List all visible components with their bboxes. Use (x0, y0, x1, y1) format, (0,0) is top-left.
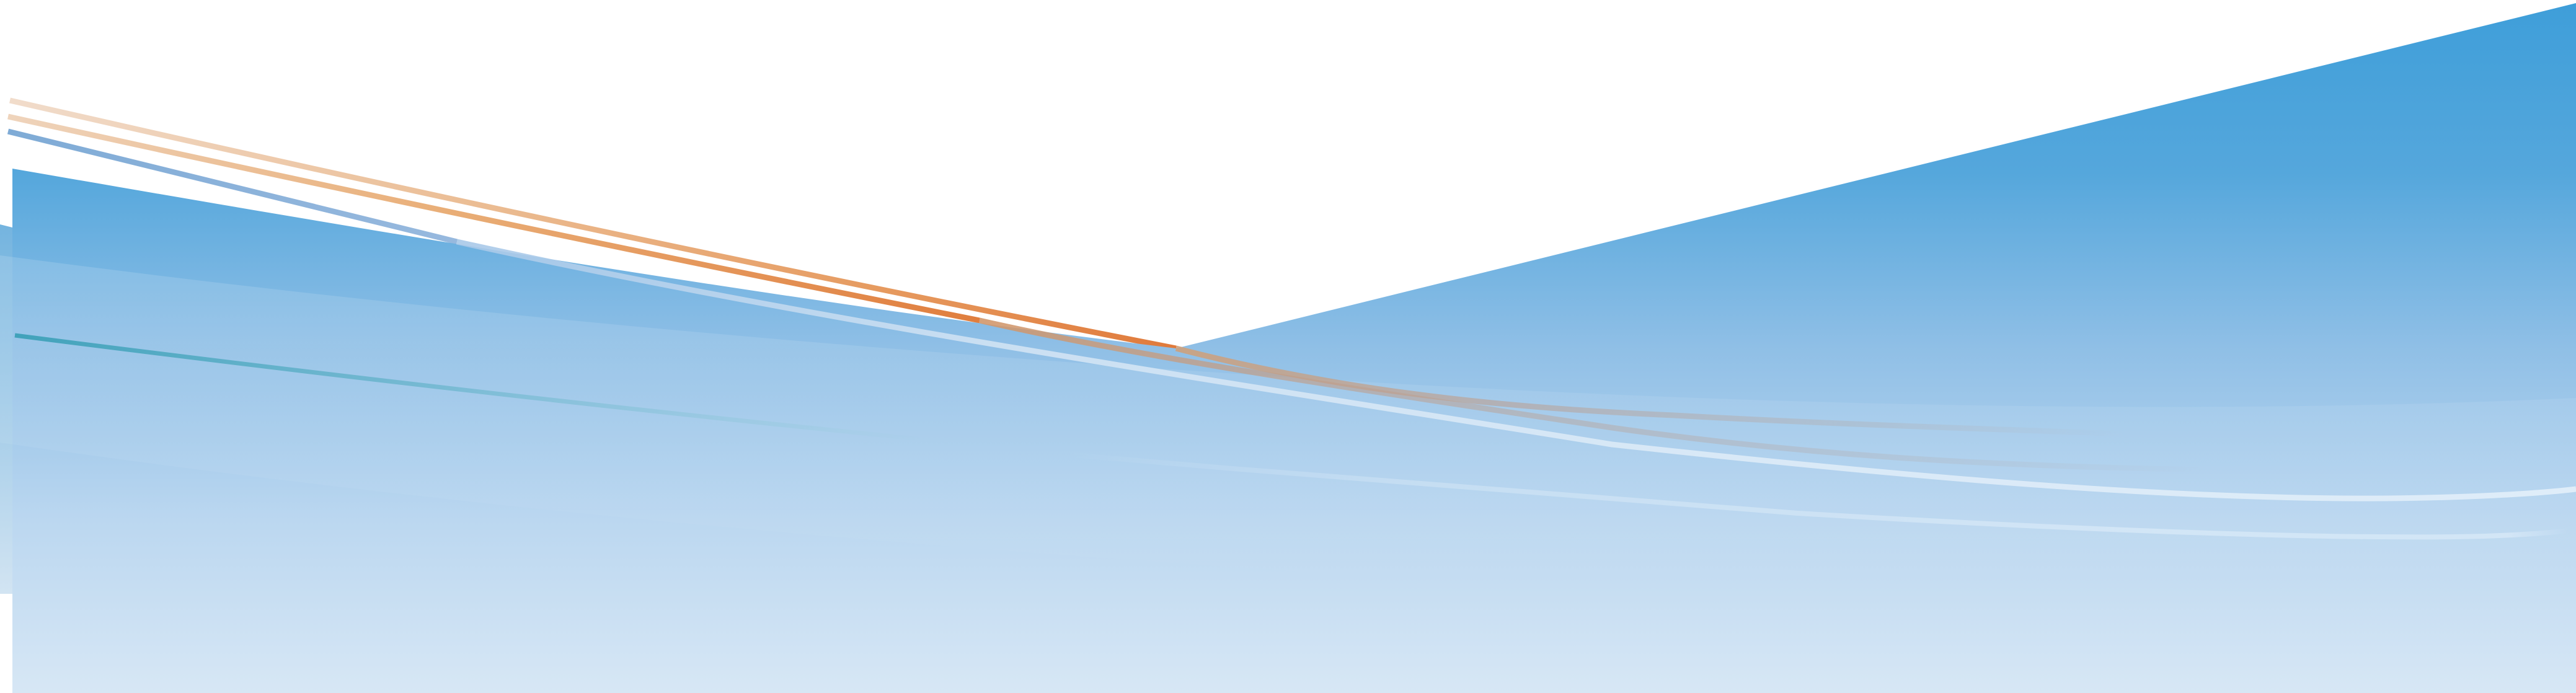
white-swoosh-curve-upper (456, 239, 2576, 501)
orange-swoosh-upper (9, 97, 1177, 351)
soft-light-band (0, 255, 2576, 601)
white-swoosh-curve-lower (1066, 452, 2569, 540)
orange-swoosh-upper-fade (1175, 345, 2127, 437)
orange-swoosh-lower-fade (979, 317, 2208, 473)
blue-swoosh-line (7, 128, 458, 245)
teal-accent-line (14, 333, 943, 444)
orange-swoosh-lower (7, 113, 980, 324)
